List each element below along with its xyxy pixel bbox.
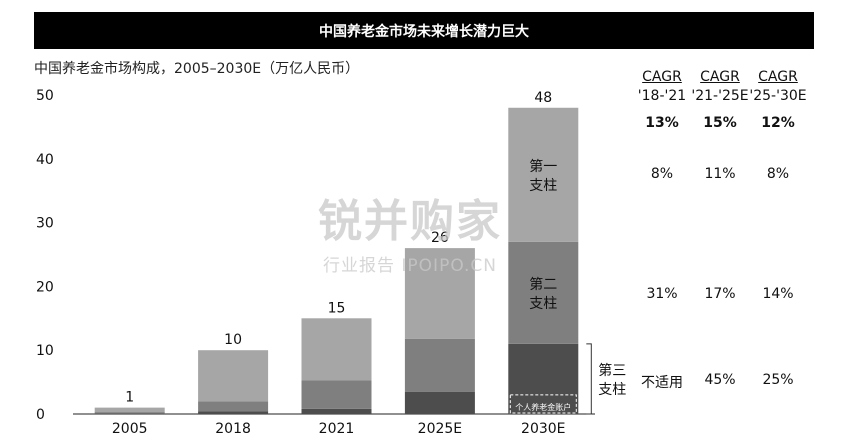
y-tick-label: 0 xyxy=(36,407,45,423)
bar-segment xyxy=(404,338,475,392)
cagr-pillar1-21-25: 11% xyxy=(704,166,736,182)
y-tick-label: 50 xyxy=(36,88,54,104)
cagr-header-label: CAGR xyxy=(758,69,798,85)
bar-segment xyxy=(94,412,165,414)
bar-segment xyxy=(508,107,579,242)
x-tick-label: 2018 xyxy=(215,421,251,437)
bar-total-label: 15 xyxy=(328,300,346,316)
y-tick-label: 20 xyxy=(36,279,54,295)
third-pillar-label: 第三 xyxy=(598,362,626,379)
cagr-pillar3-25-30: 25% xyxy=(762,372,794,388)
bar-total-label: 26 xyxy=(431,230,449,246)
cagr-pillar3-21-25: 45% xyxy=(704,372,736,388)
cagr-total-21-25: 15% xyxy=(703,115,737,131)
cagr-header-period: '18-'21 xyxy=(637,88,687,104)
x-tick-label: 2030E xyxy=(521,421,565,437)
cagr-total-25-30: 12% xyxy=(761,115,795,131)
y-tick-label: 40 xyxy=(36,152,54,168)
bar-segment xyxy=(301,380,372,409)
bar-segment xyxy=(508,241,579,344)
cagr-pillar2-21-25: 17% xyxy=(704,286,736,302)
cagr-header-period: '21-'25E xyxy=(691,88,749,104)
bar-segment xyxy=(198,401,269,412)
y-tick-label: 10 xyxy=(36,343,54,359)
x-tick-label: 2025E xyxy=(418,421,462,437)
personal-account-label: 个人养老金账户 xyxy=(515,402,571,412)
cagr-header-label: CAGR xyxy=(642,69,682,85)
segment-label: 支柱 xyxy=(529,178,557,194)
segment-label: 第二 xyxy=(529,276,557,293)
bar-segment xyxy=(508,343,579,414)
bar-segment xyxy=(301,408,372,414)
bar-segment xyxy=(198,350,269,402)
cagr-pillar3-18-21: 不适用 xyxy=(641,375,683,391)
chart-subtitle: 中国养老金市场构成，2005–2030E（万亿人民币） xyxy=(34,61,360,77)
personal-account-box xyxy=(509,394,577,414)
chart-title: 中国养老金市场未来增长潜力巨大 xyxy=(319,23,529,40)
bar-segment xyxy=(94,407,165,413)
third-pillar-label: 支柱 xyxy=(598,382,626,398)
third-pillar-bracket xyxy=(586,343,592,415)
bar-total-label: 10 xyxy=(224,332,242,348)
y-tick-label: 30 xyxy=(36,216,54,232)
cagr-pillar1-25-30: 8% xyxy=(766,166,790,182)
cagr-header-21-25: CAGR '21-'25E xyxy=(690,68,750,106)
cagr-pillar2-25-30: 14% xyxy=(762,286,794,302)
bar-segment xyxy=(404,391,475,414)
x-tick-label: 2021 xyxy=(319,421,355,437)
x-tick-label: 2005 xyxy=(112,421,148,437)
cagr-header-18-21: CAGR '18-'21 xyxy=(632,68,692,106)
bar-segment xyxy=(404,248,475,339)
bar-segment xyxy=(301,318,372,381)
cagr-header-period: '25-'30E xyxy=(749,88,807,104)
cagr-header-label: CAGR xyxy=(700,69,740,85)
bar-total-label: 48 xyxy=(534,90,552,106)
bar-total-label: 1 xyxy=(125,390,134,406)
cagr-pillar1-18-21: 8% xyxy=(650,166,674,182)
chart-title-bar: 中国养老金市场未来增长潜力巨大 xyxy=(34,12,814,49)
cagr-pillar2-18-21: 31% xyxy=(646,286,678,302)
cagr-header-25-30: CAGR '25-'30E xyxy=(748,68,808,106)
segment-label: 支柱 xyxy=(529,296,557,312)
bar-segment xyxy=(198,411,269,414)
segment-label: 第一 xyxy=(529,158,557,175)
cagr-total-18-21: 13% xyxy=(645,115,679,131)
